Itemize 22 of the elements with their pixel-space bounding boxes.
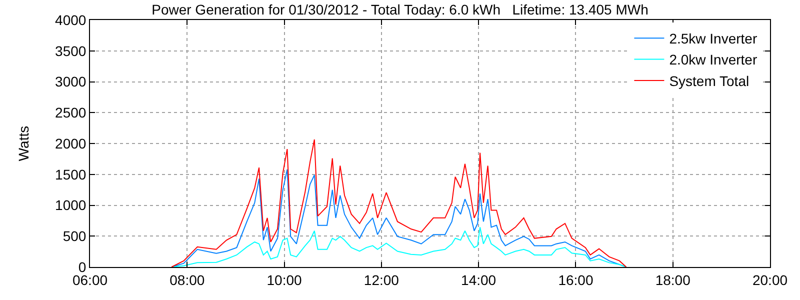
y-tick-label: 3500 <box>55 42 86 59</box>
y-tick-label: 2500 <box>55 104 86 121</box>
x-tick-label: 20:00 <box>752 272 788 288</box>
chart-title: Power Generation for 01/30/2012 - Total Today: 6.0 kWh Lifetime: 13.405 MWh <box>152 1 648 18</box>
legend-label: 2.0kw Inverter <box>669 52 758 68</box>
y-tick-label: 1500 <box>55 166 86 182</box>
line-series <box>171 226 627 267</box>
x-tick-label: 14:00 <box>461 272 496 288</box>
x-tick-label: 10:00 <box>266 272 302 288</box>
y-axis-title: Watts <box>16 126 32 162</box>
legend-label: System Total <box>669 72 750 89</box>
y-tick-label: 2000 <box>55 135 86 152</box>
x-tick-label: 08:00 <box>170 272 205 288</box>
line-series <box>171 138 627 267</box>
y-tick-label: 3000 <box>55 74 86 90</box>
x-tick-label: 12:00 <box>364 272 400 288</box>
x-tick-label: 18:00 <box>655 272 691 288</box>
y-tick-label: 4000 <box>55 12 86 28</box>
y-tick-label: 500 <box>62 228 86 244</box>
legend-label: 2.5kw Inverter <box>669 30 758 47</box>
x-tick-label: 16:00 <box>558 272 594 288</box>
y-tick-label: 1000 <box>55 197 86 214</box>
